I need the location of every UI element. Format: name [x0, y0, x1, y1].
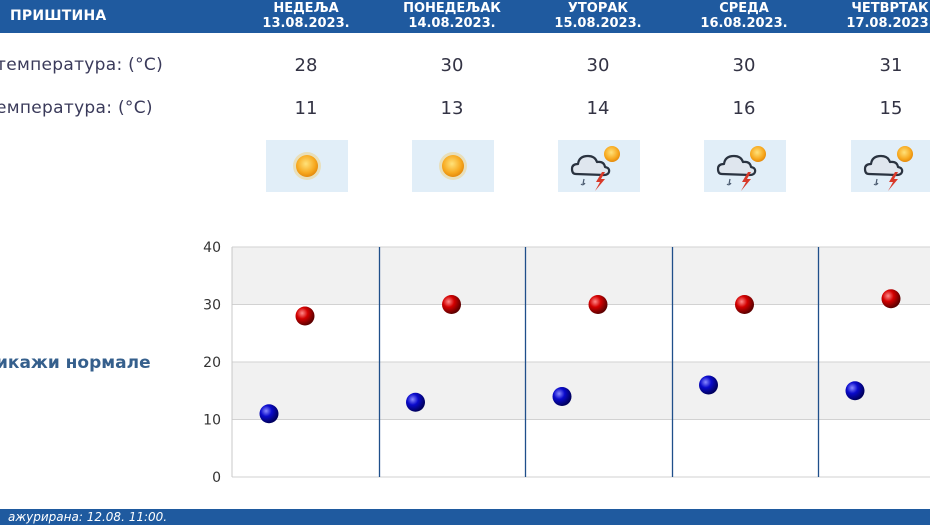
max-temp-marker: [295, 306, 315, 326]
day-date: 15.08.2023.: [554, 16, 642, 31]
updated-text: ажурирана: 12.08. 11:00.: [8, 510, 168, 524]
sun-icon: [266, 140, 348, 192]
show-normals-link[interactable]: икажи нормале: [0, 353, 151, 373]
max-temp-value: 28: [294, 55, 318, 76]
y-tick-label: 0: [212, 470, 221, 486]
max-temp-value: 30: [440, 55, 464, 76]
day-header-5: ЧЕТВРТАК 17.08.2023.: [820, 0, 930, 31]
grid-band: [232, 304, 930, 362]
grid-band: [232, 247, 930, 305]
storm-cloud-sun-icon: [851, 140, 930, 192]
day-date: 16.08.2023.: [700, 16, 788, 31]
min-temp-value: 11: [294, 98, 318, 119]
min-temp-value: 16: [732, 98, 756, 119]
min-temp-value: 15: [879, 98, 903, 119]
day-header-4: СРЕДА 16.08.2023.: [674, 0, 814, 31]
max-temp-marker: [881, 289, 901, 309]
grid-band: [232, 362, 930, 420]
min-temp-marker: [552, 387, 572, 406]
min-temp-marker: [259, 404, 279, 424]
min-temp-marker: [699, 375, 718, 395]
min-temp-value: 14: [586, 98, 610, 119]
storm-cloud-sun-icon: [704, 140, 786, 192]
grid-band: [232, 419, 930, 477]
y-tick-label: 30: [203, 298, 221, 314]
max-temp-marker: [735, 295, 754, 314]
day-date: 13.08.2023.: [262, 16, 350, 31]
min-temp-label: емпература: (°C): [0, 98, 153, 118]
day-header-1: НЕДЕЉА 13.08.2023.: [236, 0, 376, 31]
y-tick-label: 20: [203, 355, 221, 371]
weather-label: :: [0, 157, 2, 177]
max-temp-value: 30: [586, 55, 610, 76]
max-temp-marker: [442, 295, 461, 314]
day-date: 14.08.2023.: [408, 16, 496, 31]
temperature-chart: 0 10 20 30 40: [203, 240, 930, 486]
header-bar: ПРИШТИНА НЕДЕЉА 13.08.2023. ПОНЕДЕЉАК 14…: [0, 0, 930, 33]
day-name: УТОРАК: [567, 1, 629, 16]
day-name: ПОНЕДЕЉАК: [403, 1, 501, 16]
min-temp-marker: [406, 392, 425, 412]
min-temp-marker: [845, 381, 865, 401]
max-temp-value: 30: [732, 55, 756, 76]
y-tick-label: 40: [203, 240, 221, 256]
storm-cloud-sun-icon: [558, 140, 640, 192]
max-temp-marker: [588, 295, 608, 314]
day-name: СРЕДА: [719, 1, 769, 16]
footer-bar: ажурирана: 12.08. 11:00.: [0, 509, 930, 525]
city-name: ПРИШТИНА: [10, 8, 107, 24]
day-header-2: ПОНЕДЕЉАК 14.08.2023.: [382, 0, 522, 31]
max-temp-label: температура: (°C): [0, 55, 164, 75]
max-temp-value: 31: [879, 55, 903, 76]
day-name: ЧЕТВРТАК: [851, 1, 929, 16]
y-tick-label: 10: [203, 413, 221, 429]
sun-icon: [412, 140, 494, 192]
day-name: НЕДЕЉА: [273, 1, 339, 16]
day-header-3: УТОРАК 15.08.2023.: [528, 0, 668, 31]
min-temp-value: 13: [440, 98, 464, 119]
day-date: 17.08.2023.: [846, 16, 930, 31]
